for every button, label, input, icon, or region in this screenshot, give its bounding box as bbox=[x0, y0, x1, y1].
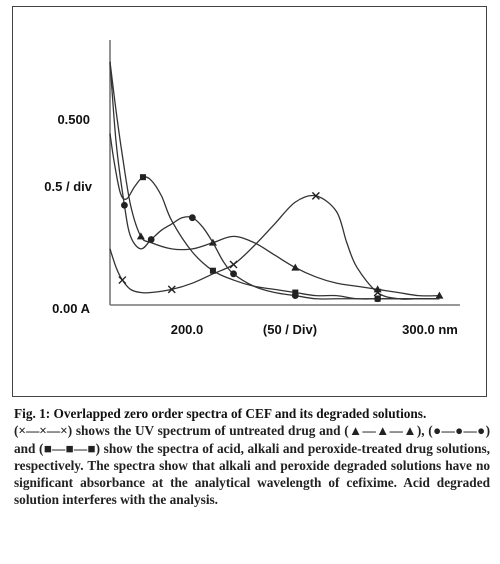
axis-labels: 0.500 0.5 / div 0.00 A 200.0 (50 / Div) … bbox=[44, 112, 458, 337]
caption-body: (×—×—×) shows the UV spectrum of untreat… bbox=[14, 423, 490, 508]
marker-untreated bbox=[118, 276, 127, 285]
chart-axes bbox=[109, 40, 460, 306]
marker-acid bbox=[435, 291, 444, 299]
y-tick-label-top: 0.500 bbox=[57, 112, 90, 127]
x-tick-label-scale: (50 / Div) bbox=[263, 322, 317, 337]
marker-untreated bbox=[229, 260, 238, 269]
y-tick-label-scale: 0.5 / div bbox=[44, 179, 92, 194]
figure-frame bbox=[12, 6, 487, 397]
marker-peroxide bbox=[209, 267, 216, 274]
series-line-alkali bbox=[109, 61, 440, 300]
marker-acid bbox=[136, 232, 145, 240]
x-tick-label-200: 200.0 bbox=[171, 322, 204, 337]
series-line-peroxide bbox=[109, 133, 440, 300]
caption-title: Fig. 1: Overlapped zero order spectra of… bbox=[14, 406, 427, 421]
y-tick-label-zero: 0.00 A bbox=[52, 301, 90, 316]
marker-alkali bbox=[121, 201, 128, 209]
chart-series bbox=[109, 61, 444, 303]
marker-peroxide bbox=[374, 295, 381, 302]
marker-untreated bbox=[311, 191, 320, 200]
series-line-acid bbox=[109, 61, 440, 297]
figure-caption: Fig. 1: Overlapped zero order spectra of… bbox=[14, 405, 490, 509]
marker-acid bbox=[291, 263, 300, 271]
marker-peroxide bbox=[139, 174, 146, 181]
marker-alkali bbox=[188, 214, 196, 222]
spectra-chart: 0.500 0.5 / div 0.00 A 200.0 (50 / Div) … bbox=[44, 40, 460, 337]
x-tick-label-300: 300.0 nm bbox=[402, 322, 458, 337]
marker-alkali bbox=[147, 236, 155, 243]
series-line-untreated bbox=[109, 194, 440, 300]
marker-peroxide bbox=[292, 289, 299, 296]
marker-untreated bbox=[167, 285, 176, 294]
marker-alkali bbox=[230, 270, 237, 278]
marker-acid bbox=[373, 285, 382, 293]
